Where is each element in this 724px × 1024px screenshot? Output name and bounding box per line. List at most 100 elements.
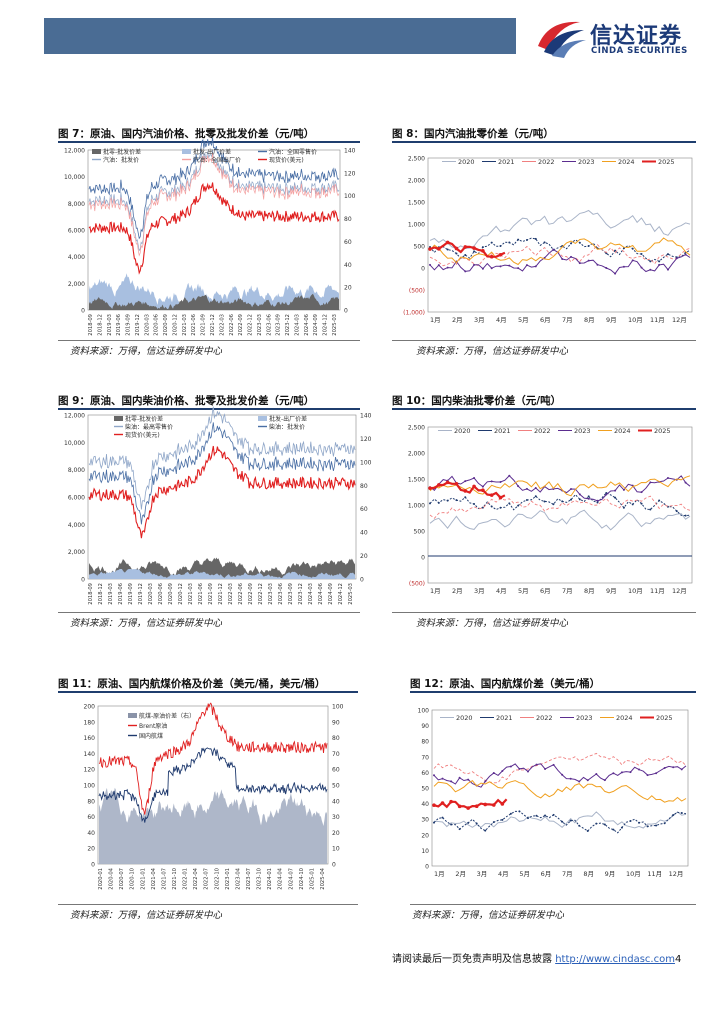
x-tick: 6月 xyxy=(540,316,551,324)
point-y2025 xyxy=(445,240,450,245)
point-y2025 xyxy=(463,245,468,249)
footer-link[interactable]: http://www.cindasc.com xyxy=(555,954,675,965)
x-tick: 2月 xyxy=(455,870,466,878)
y-tick: 1,500 xyxy=(408,477,425,484)
series-y2022 xyxy=(433,752,687,784)
page-footer: 请阅读最后一页免责声明及信息披露 http://www.cindasc.com4 xyxy=(392,950,681,965)
point-y2021 xyxy=(638,821,641,824)
x-tick: 2021-03 xyxy=(188,583,194,605)
x-tick: 2018-12 xyxy=(97,314,103,336)
point-y2021 xyxy=(544,814,547,817)
point-y2023 xyxy=(509,765,512,768)
x-tick: 2024-09 xyxy=(313,314,319,336)
x-tick: 2023-03 xyxy=(268,583,274,605)
fig8-title: 图 8：国内汽油批零价差（元/吨） xyxy=(392,128,554,140)
x-tick: 2024-06 xyxy=(304,314,310,336)
x-tick: 2022-09 xyxy=(238,314,244,336)
crude-price-line xyxy=(88,182,340,275)
spread-bars-dark xyxy=(89,293,339,310)
point-y2021 xyxy=(605,252,608,255)
y-tick-left: 6,000 xyxy=(68,495,85,502)
point-y2023 xyxy=(473,477,476,480)
x-tick: 12月 xyxy=(672,316,687,324)
point-y2021 xyxy=(646,825,649,828)
x-tick: 11月 xyxy=(650,587,665,595)
series-y2023 xyxy=(429,248,691,275)
retail-price-line xyxy=(88,137,340,240)
x-tick: 2019-09 xyxy=(126,314,132,336)
legend-label: 现货价(美元) xyxy=(125,431,160,439)
series-y2021 xyxy=(433,810,687,834)
point-y2025 xyxy=(481,249,485,253)
point-y2021 xyxy=(490,241,493,244)
point-y2025 xyxy=(481,488,485,492)
point-y2021 xyxy=(464,253,467,256)
point-y2021 xyxy=(587,495,590,498)
point-y2023 xyxy=(605,493,608,496)
point-y2025 xyxy=(449,799,453,804)
point-y2021 xyxy=(587,245,590,248)
y-tick-left: 80 xyxy=(87,798,95,805)
x-tick: 2020-06 xyxy=(154,314,160,336)
point-y2023 xyxy=(620,771,623,774)
point-y2021 xyxy=(578,498,581,501)
point-y2023 xyxy=(666,268,669,271)
point-y2021 xyxy=(464,496,467,499)
point-y2021 xyxy=(433,821,435,824)
brand-name-cn: 信达证券 xyxy=(590,24,683,49)
x-tick: 2020-06 xyxy=(158,583,164,605)
x-tick: 2018-09 xyxy=(88,314,94,336)
point-y2023 xyxy=(561,258,564,261)
point-y2023 xyxy=(586,779,589,782)
y-tick-right: 80 xyxy=(360,483,368,490)
legend-label: 2022 xyxy=(538,158,555,166)
y-tick-right: 140 xyxy=(344,148,356,155)
x-tick: 2024-10 xyxy=(299,868,305,890)
y-tick-left: 60 xyxy=(87,814,95,821)
legend-swatch xyxy=(128,713,137,718)
point-y2021 xyxy=(663,822,666,825)
fig10-source: 资料来源：万得，信达证券研发中心 xyxy=(416,618,569,629)
fig9-title: 图 9：原油、国内柴油价格、批零及批发价差（元/吨） xyxy=(58,395,315,407)
y-tick-right: 0 xyxy=(360,577,364,584)
point-y2021 xyxy=(649,260,652,263)
point-y2021 xyxy=(467,821,470,824)
legend-label: 2020 xyxy=(454,427,471,435)
x-tick: 11月 xyxy=(650,316,665,324)
point-y2021 xyxy=(499,245,502,248)
x-tick: 2025-03 xyxy=(348,583,354,605)
point-y2021 xyxy=(458,828,461,831)
y-tick: (500) xyxy=(409,581,425,588)
fig8-title-rule xyxy=(392,141,696,143)
legend-label: 汽油：全国出厂价 xyxy=(193,156,241,164)
series-y2022 xyxy=(429,495,691,519)
x-tick: 1月 xyxy=(434,870,445,878)
point-y2023 xyxy=(450,780,453,783)
point-y2025 xyxy=(491,803,496,807)
point-y2025 xyxy=(428,486,432,490)
x-tick: 2020-07 xyxy=(119,868,125,890)
legend-label: 批零-批发价差 xyxy=(125,415,163,423)
point-y2023 xyxy=(640,491,643,494)
point-y2021 xyxy=(475,822,478,825)
point-y2023 xyxy=(655,772,658,775)
y-tick-left: 20 xyxy=(87,846,95,853)
x-tick: 2024-03 xyxy=(308,583,314,605)
legend-label: 柴油：批发价 xyxy=(269,423,305,431)
point-y2023 xyxy=(481,267,484,270)
point-y2021 xyxy=(518,810,521,813)
point-y2023 xyxy=(499,265,502,268)
y-tick-right: 20 xyxy=(360,553,368,560)
x-tick: 9月 xyxy=(605,870,616,878)
y-tick-right: 100 xyxy=(344,193,356,200)
point-y2025 xyxy=(489,254,494,259)
y-tick-right: 100 xyxy=(332,704,344,711)
point-y2023 xyxy=(614,489,617,492)
point-y2021 xyxy=(525,499,528,502)
point-y2023 xyxy=(534,487,537,490)
point-y2023 xyxy=(525,487,528,490)
x-tick: 2023-01 xyxy=(225,868,231,890)
point-y2025 xyxy=(454,246,459,251)
x-tick: 9月 xyxy=(606,316,617,324)
y-tick-right: 70 xyxy=(332,751,340,758)
